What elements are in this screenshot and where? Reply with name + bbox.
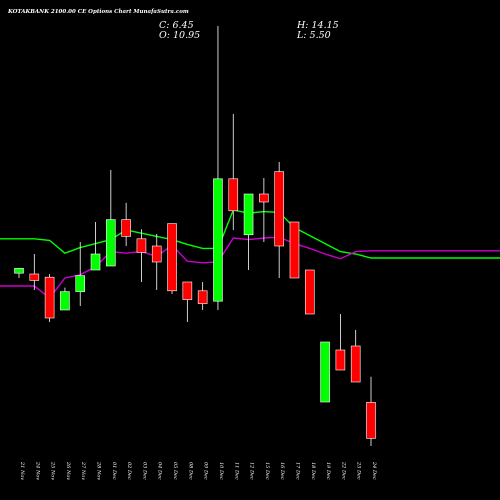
candle-down [259,193,269,203]
candle-up [243,193,254,236]
candle-down [182,281,193,300]
x-tick-label: 11 Dec [233,462,239,480]
x-tick-label: 24 Nov [34,461,40,480]
candle-down [274,171,284,247]
x-tick-label: 17 Dec [294,462,300,480]
x-tick-label: 28 Nov [96,461,102,480]
candle-down [44,276,55,319]
x-tick-label: 19 Dec [325,462,331,480]
candle-up [75,275,86,292]
x-tick-label: 22 Dec [340,461,346,480]
candle-down [335,349,346,371]
candle-up [14,268,24,274]
x-tick-label: 04 Dec [157,462,163,480]
x-tick-label: 24 Dec [371,461,377,480]
candle-down [167,223,177,292]
candle-up [106,219,116,267]
candle-up [60,291,70,311]
candle-down [366,402,376,439]
candle-down [121,219,131,237]
x-tick-label: 27 Nov [80,461,86,480]
x-tick-label: 25 Nov [50,461,56,480]
candle-down [304,269,315,315]
fast-average-line [0,209,500,259]
x-tick-label: 02 Dec [126,462,132,480]
candle-up [320,341,330,403]
low-value: L: 5.50 [297,30,331,41]
candle-down [350,345,361,383]
x-tick-label: 15 Dec [264,462,270,480]
x-tick-label: 08 Dec [187,462,193,480]
x-tick-label: 21 Nov [19,461,25,480]
x-tick-label: 18 Dec [310,462,316,480]
slow-average-line [0,236,500,299]
x-tick-label: 26 Nov [65,461,71,480]
candle-down [289,221,300,279]
candle-down [136,238,147,253]
candle-down [197,290,208,304]
candle-down [228,178,239,212]
x-tick-label: 09 Dec [203,462,209,480]
chart-title: KOTAKBANK 2100.00 CE Options Chart Munaf… [8,9,189,15]
x-tick-label: 05 Dec [172,462,178,480]
x-tick-label: 03 Dec [141,462,147,480]
x-tick-label: 12 Dec [249,462,255,480]
x-tick-label: 10 Dec [218,462,224,480]
high-value: H: 14.15 [297,20,339,31]
close-value: C: 6.45 [159,20,194,31]
open-value: O: 10.95 [159,30,201,41]
candle-down [29,273,40,281]
x-tick-label: 16 Dec [279,462,285,480]
x-tick-label: 23 Dec [356,461,362,480]
x-tick-label: 01 Dec [111,462,117,480]
candle-up [213,178,223,302]
candle-down [151,245,162,263]
candle-up [90,253,101,271]
